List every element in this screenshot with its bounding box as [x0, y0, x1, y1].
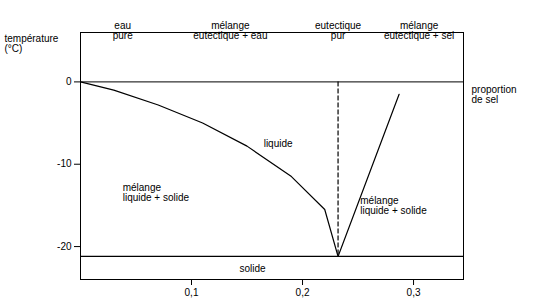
- svg-text:0,1: 0,1: [185, 287, 199, 298]
- svg-text:liquide: liquide: [264, 138, 293, 149]
- svg-text:-20: -20: [57, 241, 72, 252]
- svg-text:0,2: 0,2: [296, 287, 310, 298]
- svg-text:-10: -10: [57, 158, 72, 169]
- svg-text:mélangeeutectique + sel: mélangeeutectique + sel: [384, 20, 454, 41]
- svg-text:eutectiquepur: eutectiquepur: [315, 20, 362, 41]
- svg-text:mélangeliquide + solide: mélangeliquide + solide: [123, 182, 190, 203]
- svg-text:proportionde sel: proportionde sel: [472, 84, 517, 105]
- svg-text:eaupure: eaupure: [113, 20, 133, 41]
- svg-text:mélangeliquide + solide: mélangeliquide + solide: [360, 195, 427, 216]
- svg-text:température(°C): température(°C): [5, 33, 59, 54]
- svg-text:solide: solide: [240, 263, 267, 274]
- svg-text:0,3: 0,3: [407, 287, 421, 298]
- svg-text:mélangeeutectique + eau: mélangeeutectique + eau: [193, 20, 267, 41]
- svg-text:0: 0: [66, 76, 72, 87]
